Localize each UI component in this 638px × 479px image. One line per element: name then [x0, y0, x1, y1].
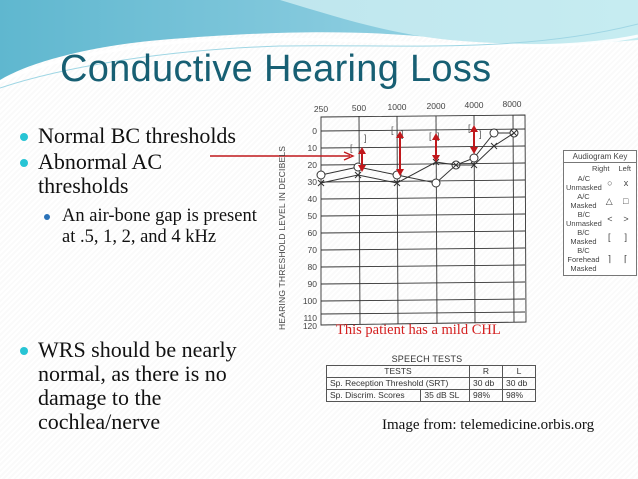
speech-tests-table: SPEECH TESTS TESTS R L Sp. Reception Thr…	[325, 354, 536, 402]
audiogram-key-legend: Audiogram Key Right Left A/C Unmasked ○ …	[563, 150, 637, 276]
legend-row: A/C Unmasked ○ x	[564, 174, 636, 192]
air-bone-gap-arrows	[358, 125, 478, 176]
cell-right: 30 db	[469, 377, 503, 390]
sub-bullet-text: An air-bone gap is present at .5, 1, 2, …	[62, 206, 257, 247]
x-tick-1000: 1000	[388, 102, 407, 112]
x-tick-250: 250	[314, 104, 328, 114]
bullet-text: WRS should be nearly normal, as there is…	[38, 337, 237, 434]
bullet-dot-icon	[20, 133, 28, 141]
x-tick-500: 500	[352, 103, 366, 113]
greater-than-icon: >	[623, 214, 629, 224]
right-bracket-icon: ]	[624, 232, 627, 242]
svg-text:[: [	[429, 131, 432, 141]
legend-title: Audiogram Key	[564, 151, 636, 163]
svg-text:40: 40	[308, 194, 318, 204]
y-axis-title: HEARING THRESHOLD LEVEL IN DECIBELS	[277, 145, 287, 330]
cell-test-name: Sp. Reception Threshold (SRT)	[326, 377, 470, 390]
x-tick-4000: 4000	[465, 100, 484, 110]
table-header-row: TESTS R L	[326, 365, 536, 378]
pointer-arrow-icon	[210, 151, 355, 161]
left-ceiling-icon: ⌈	[623, 254, 628, 264]
table-row: Sp. Discrim. Scores 35 dB SL 98% 98%	[325, 389, 536, 402]
svg-text:[: [	[468, 123, 471, 133]
cell-level: 35 dB SL	[420, 389, 470, 402]
table-row: Sp. Reception Threshold (SRT) 30 db 30 d…	[326, 377, 536, 390]
square-icon: □	[623, 196, 629, 206]
svg-text:110: 110	[303, 313, 317, 323]
circle-icon: ○	[607, 178, 613, 188]
legend-row: A/C Masked △ □	[564, 192, 636, 210]
sub-bullet-item: An air-bone gap is present at .5, 1, 2, …	[18, 206, 262, 248]
svg-text:70: 70	[308, 245, 318, 255]
svg-text:]: ]	[437, 131, 440, 141]
svg-text:[: [	[350, 143, 353, 153]
svg-text:]: ]	[479, 129, 482, 139]
svg-text:100: 100	[303, 296, 317, 306]
svg-text:60: 60	[308, 228, 318, 238]
x-tick-2000: 2000	[427, 101, 446, 111]
x-axis-labels: 250 500 1000 2000 4000 8000	[314, 99, 522, 114]
bullet-list: Normal BC thresholds Abnormal AC thresho…	[18, 124, 280, 434]
triangle-icon: △	[605, 195, 613, 206]
cell-test-name: Sp. Discrim. Scores	[325, 389, 422, 402]
chart-grid	[320, 114, 527, 326]
header-right: R	[469, 365, 503, 378]
svg-text:120: 120	[303, 321, 317, 331]
series-left-ac	[320, 132, 515, 184]
legend-row: B/C Forehead Masked ⌉ ⌈	[564, 246, 636, 275]
y-axis-labels: 0 10 20 30 40 50 60 70 80 90 100 110 120	[303, 126, 317, 331]
svg-text:80: 80	[308, 262, 318, 272]
svg-text:]: ]	[364, 133, 367, 143]
series-right-ac	[320, 132, 514, 184]
svg-text:10: 10	[308, 143, 318, 153]
svg-text:50: 50	[308, 211, 318, 221]
bullet-item: Abnormal AC thresholds	[18, 150, 188, 198]
bc-masked-markers: [] [] [] []	[350, 123, 482, 153]
svg-text:30: 30	[308, 177, 318, 187]
cell-right: 98%	[469, 389, 503, 402]
header-left: L	[502, 365, 536, 378]
x-tick-8000: 8000	[503, 99, 522, 109]
svg-text:90: 90	[308, 279, 318, 289]
bullet-dot-icon	[20, 347, 28, 355]
left-ac-markers	[317, 129, 518, 187]
svg-text:0: 0	[312, 126, 317, 136]
bullet-text: Abnormal AC thresholds	[38, 149, 163, 198]
legend-col-right: Right	[591, 164, 610, 173]
right-ac-markers	[316, 128, 519, 188]
legend-row: B/C Unmasked < >	[564, 210, 636, 228]
bullet-item: Normal BC thresholds	[18, 124, 280, 148]
svg-text:[: [	[391, 125, 394, 135]
bullet-text: Normal BC thresholds	[38, 123, 236, 148]
right-ceiling-icon: ⌉	[607, 254, 611, 264]
slide-title: Conductive Hearing Loss	[60, 48, 492, 90]
svg-text:]: ]	[401, 129, 404, 139]
speech-table: TESTS R L Sp. Reception Threshold (SRT) …	[325, 365, 536, 402]
svg-text:20: 20	[308, 160, 318, 170]
less-than-icon: <	[607, 214, 613, 224]
legend-row: B/C Masked [ ]	[564, 228, 636, 246]
speech-tests-caption: SPEECH TESTS	[391, 354, 463, 364]
image-credit: Image from: telemedicine.orbis.org	[382, 417, 595, 433]
sub-bullet-dot-icon	[44, 214, 50, 220]
bullet-item: WRS should be nearly normal, as there is…	[18, 338, 288, 434]
audiogram-chart: 250 500 1000 2000 4000 8000 0 10 20 30 4…	[303, 99, 527, 331]
header-tests: TESTS	[326, 365, 470, 378]
legend-col-left: Left	[618, 164, 631, 173]
bullet-dot-icon	[20, 159, 28, 167]
cell-left: 98%	[502, 389, 536, 402]
x-mark-icon: x	[623, 178, 629, 188]
cell-left: 30 db	[502, 377, 536, 390]
legend-columns: Right Left	[564, 163, 636, 174]
left-bracket-icon: [	[607, 232, 611, 242]
header-wave-decoration	[0, 0, 638, 89]
chl-annotation: This patient has a mild CHL	[336, 322, 501, 338]
